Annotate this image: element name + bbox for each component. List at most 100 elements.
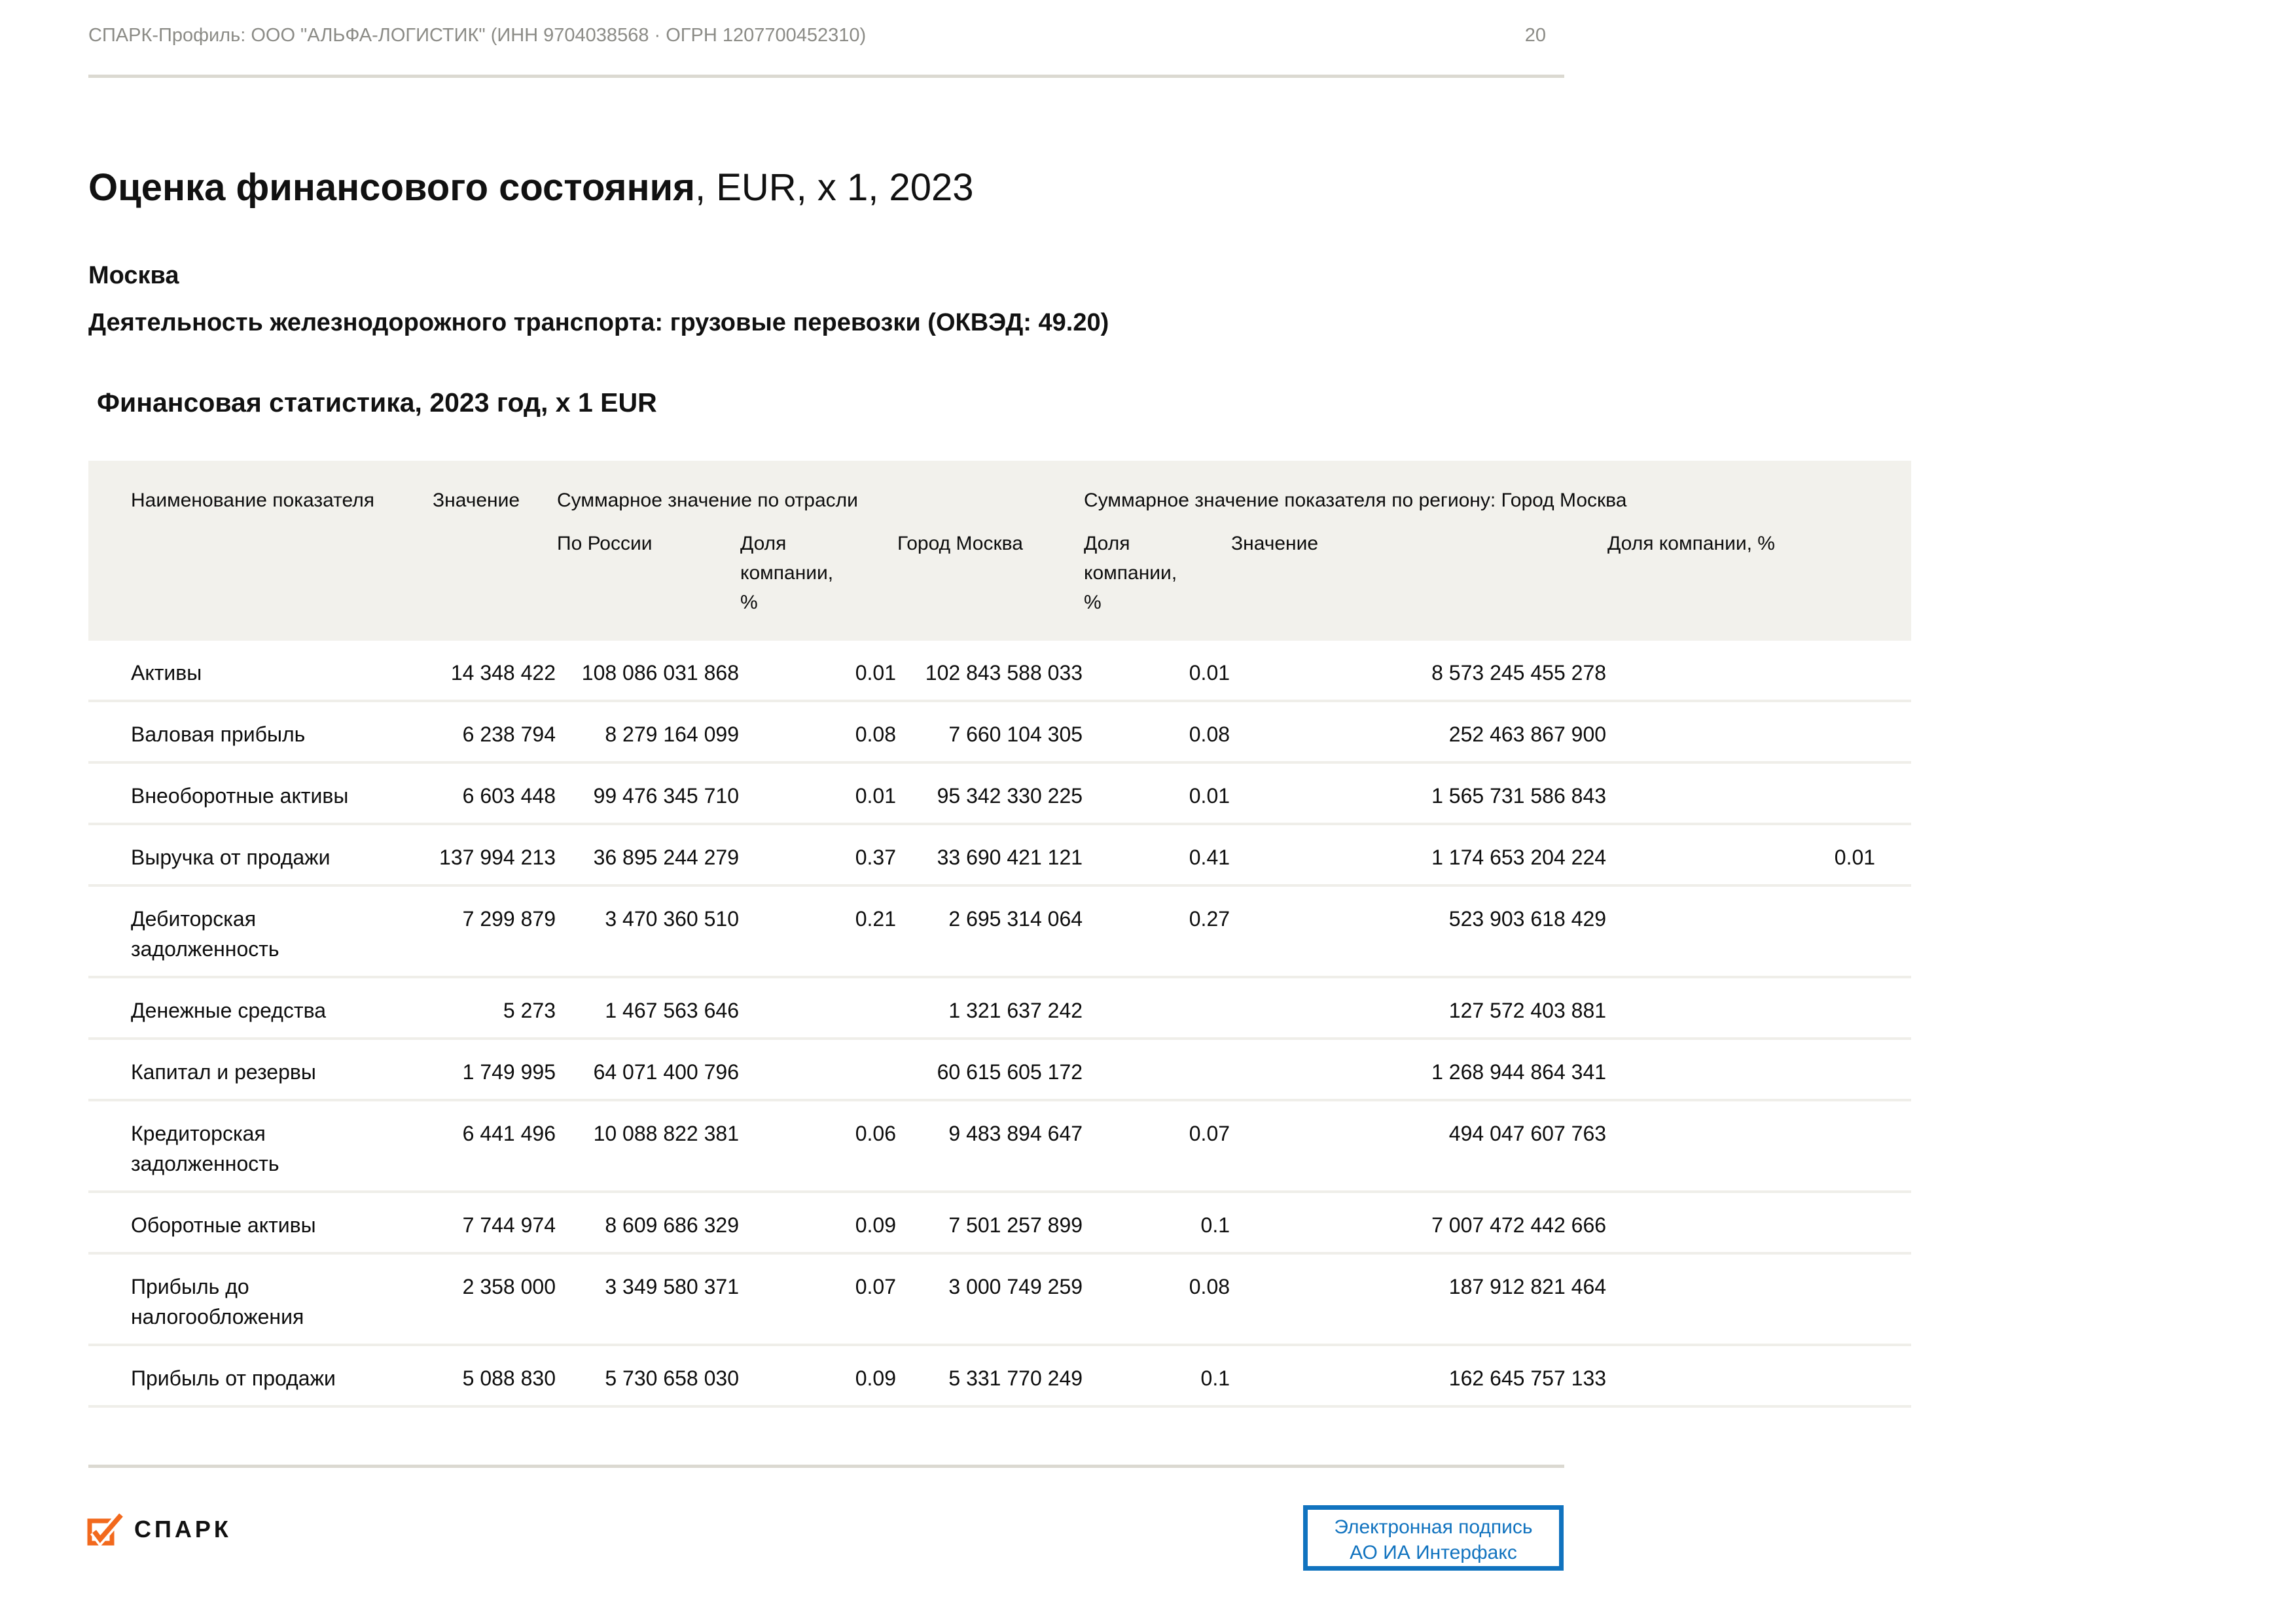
- table-header: Наименование показателя Значение Суммарн…: [88, 461, 1912, 641]
- cell-moscow: 1 321 637 242: [897, 977, 1084, 1040]
- col-header-moscow: Город Москва: [897, 516, 1084, 641]
- cell-value: 7 299 879: [432, 885, 556, 978]
- stamp-line-2: АО ИА Интерфакс: [1350, 1542, 1517, 1563]
- cell-russia: 36 895 244 279: [556, 824, 740, 887]
- indicator-name: Дебиторская задолженность: [131, 907, 279, 961]
- page-title-suffix: , EUR, x 1, 2023: [694, 166, 974, 209]
- cell-industry_share: 0.01: [740, 762, 897, 825]
- table-row: Кредиторская задолженность 6 441 496 10 08…: [88, 1100, 1912, 1193]
- section-title: Финансовая статистика, 2023 год, x 1 EUR: [97, 387, 657, 418]
- cell-moscow: 7 501 257 899: [897, 1192, 1084, 1255]
- cell-value: 137 994 213: [432, 824, 556, 887]
- cell-name: Прибыль от продажи: [88, 1345, 432, 1408]
- cell-region_share: [1607, 885, 1912, 978]
- cell-name: Прибыль до налогообложения: [88, 1253, 432, 1346]
- financial-statistics-table: Наименование показателя Значение Суммарн…: [88, 461, 1912, 1408]
- table-row: Активы 14 348 422 108 086 031 868 0.01 102 8…: [88, 641, 1912, 702]
- cell-russia: 64 071 400 796: [556, 1039, 740, 1101]
- indicator-name: Выручка от продажи: [131, 846, 331, 869]
- cell-region_value: 523 903 618 429: [1230, 885, 1607, 978]
- cell-region_value: 1 565 731 586 843: [1230, 762, 1607, 825]
- stamp-line-1: Электронная подпись: [1334, 1516, 1533, 1538]
- cell-industry_share: 0.07: [740, 1253, 897, 1346]
- cell-region_value: 1 268 944 864 341: [1230, 1039, 1607, 1101]
- cell-moscow_share: 0.01: [1083, 762, 1231, 825]
- cell-moscow: 102 843 588 033: [897, 641, 1084, 702]
- cell-moscow: 7 660 104 305: [897, 701, 1084, 764]
- cell-moscow_share: 0.1: [1083, 1192, 1231, 1255]
- cell-region_share: [1607, 977, 1912, 1040]
- footer-divider: [88, 1465, 1564, 1468]
- cell-value: 5 273: [432, 977, 556, 1040]
- cell-russia: 3 349 580 371: [556, 1253, 740, 1346]
- cell-moscow: 9 483 894 647: [897, 1100, 1084, 1193]
- cell-moscow: 2 695 314 064: [897, 885, 1084, 978]
- cell-moscow_share: [1083, 1039, 1231, 1101]
- cell-industry_share: 0.09: [740, 1192, 897, 1255]
- col-header-name: Наименование показателя: [88, 461, 432, 516]
- cell-moscow_share: 0.08: [1083, 1253, 1231, 1346]
- cell-industry_share: [740, 977, 897, 1040]
- cell-value: 5 088 830: [432, 1345, 556, 1408]
- cell-industry_share: 0.37: [740, 824, 897, 887]
- cell-russia: 3 470 360 510: [556, 885, 740, 978]
- cell-industry_share: [740, 1039, 897, 1101]
- indicator-name: Внеоборотные активы: [131, 784, 349, 808]
- cell-industry_share: 0.08: [740, 701, 897, 764]
- cell-russia: 99 476 345 710: [556, 762, 740, 825]
- region-subtitle: Москва: [88, 262, 179, 289]
- cell-moscow_share: [1083, 977, 1231, 1040]
- indicator-name: Капитал и резервы: [131, 1060, 316, 1084]
- table-row: Прибыль до налогообложения 2 358 000 3 349…: [88, 1253, 1912, 1346]
- table-row: Валовая прибыль 6 238 794 8 279 164 099 0.0…: [88, 701, 1912, 764]
- cell-value: 1 749 995: [432, 1039, 556, 1101]
- cell-russia: 108 086 031 868: [556, 641, 740, 702]
- cell-name: Внеоборотные активы: [88, 762, 432, 825]
- col-header-industry-share: Доля компании, %: [740, 516, 897, 641]
- cell-name: Кредиторская задолженность: [88, 1100, 432, 1193]
- cell-industry_share: 0.21: [740, 885, 897, 978]
- group-header-industry: Суммарное значение по отрасли: [556, 461, 1084, 516]
- cell-moscow_share: 0.01: [1083, 641, 1231, 702]
- indicator-name: Денежные средства: [131, 999, 326, 1022]
- cell-region_share: [1607, 1253, 1912, 1346]
- cell-name: Денежные средства: [88, 977, 432, 1040]
- spark-checkbox-icon: [87, 1513, 125, 1546]
- table-row: Внеоборотные активы 6 603 448 99 476 345 7…: [88, 762, 1912, 825]
- cell-value: 7 744 974: [432, 1192, 556, 1255]
- cell-russia: 5 730 658 030: [556, 1345, 740, 1408]
- cell-moscow: 95 342 330 225: [897, 762, 1084, 825]
- table-row: Денежные средства 5 273 1 467 563 646 1 321…: [88, 977, 1912, 1040]
- cell-name: Валовая прибыль: [88, 701, 432, 764]
- table-row: Прибыль от продажи 5 088 830 5 730 658 030…: [88, 1345, 1912, 1408]
- spark-logo: СПАРК: [87, 1513, 232, 1546]
- cell-russia: 10 088 822 381: [556, 1100, 740, 1193]
- signature-stamp: Электронная подпись АО ИА Интерфакс: [1303, 1505, 1564, 1571]
- cell-region_share: 0.01: [1607, 824, 1912, 887]
- cell-name: Оборотные активы: [88, 1192, 432, 1255]
- cell-region_value: 187 912 821 464: [1230, 1253, 1607, 1346]
- cell-name: Капитал и резервы: [88, 1039, 432, 1101]
- cell-region_value: 8 573 245 455 278: [1230, 641, 1607, 702]
- cell-industry_share: 0.01: [740, 641, 897, 702]
- indicator-name: Кредиторская задолженность: [131, 1122, 279, 1175]
- cell-region_value: 7 007 472 442 666: [1230, 1192, 1607, 1255]
- cell-region_value: 252 463 867 900: [1230, 701, 1607, 764]
- group-header-region: Суммарное значение показателя по региону…: [1083, 461, 1912, 516]
- cell-moscow_share: 0.27: [1083, 885, 1231, 978]
- cell-moscow_share: 0.08: [1083, 701, 1231, 764]
- cell-value: 6 441 496: [432, 1100, 556, 1193]
- cell-value: 6 238 794: [432, 701, 556, 764]
- cell-name: Выручка от продажи: [88, 824, 432, 887]
- header-divider: [88, 75, 1564, 78]
- col-header-value: Значение: [432, 461, 556, 516]
- cell-industry_share: 0.06: [740, 1100, 897, 1193]
- cell-name: Дебиторская задолженность: [88, 885, 432, 978]
- cell-moscow: 60 615 605 172: [897, 1039, 1084, 1101]
- cell-moscow: 33 690 421 121: [897, 824, 1084, 887]
- cell-name: Активы: [88, 641, 432, 702]
- page-title-main: Оценка финансового состояния: [88, 166, 695, 209]
- cell-industry_share: 0.09: [740, 1345, 897, 1408]
- table-row: Выручка от продажи 137 994 213 36 895 244 …: [88, 824, 1912, 887]
